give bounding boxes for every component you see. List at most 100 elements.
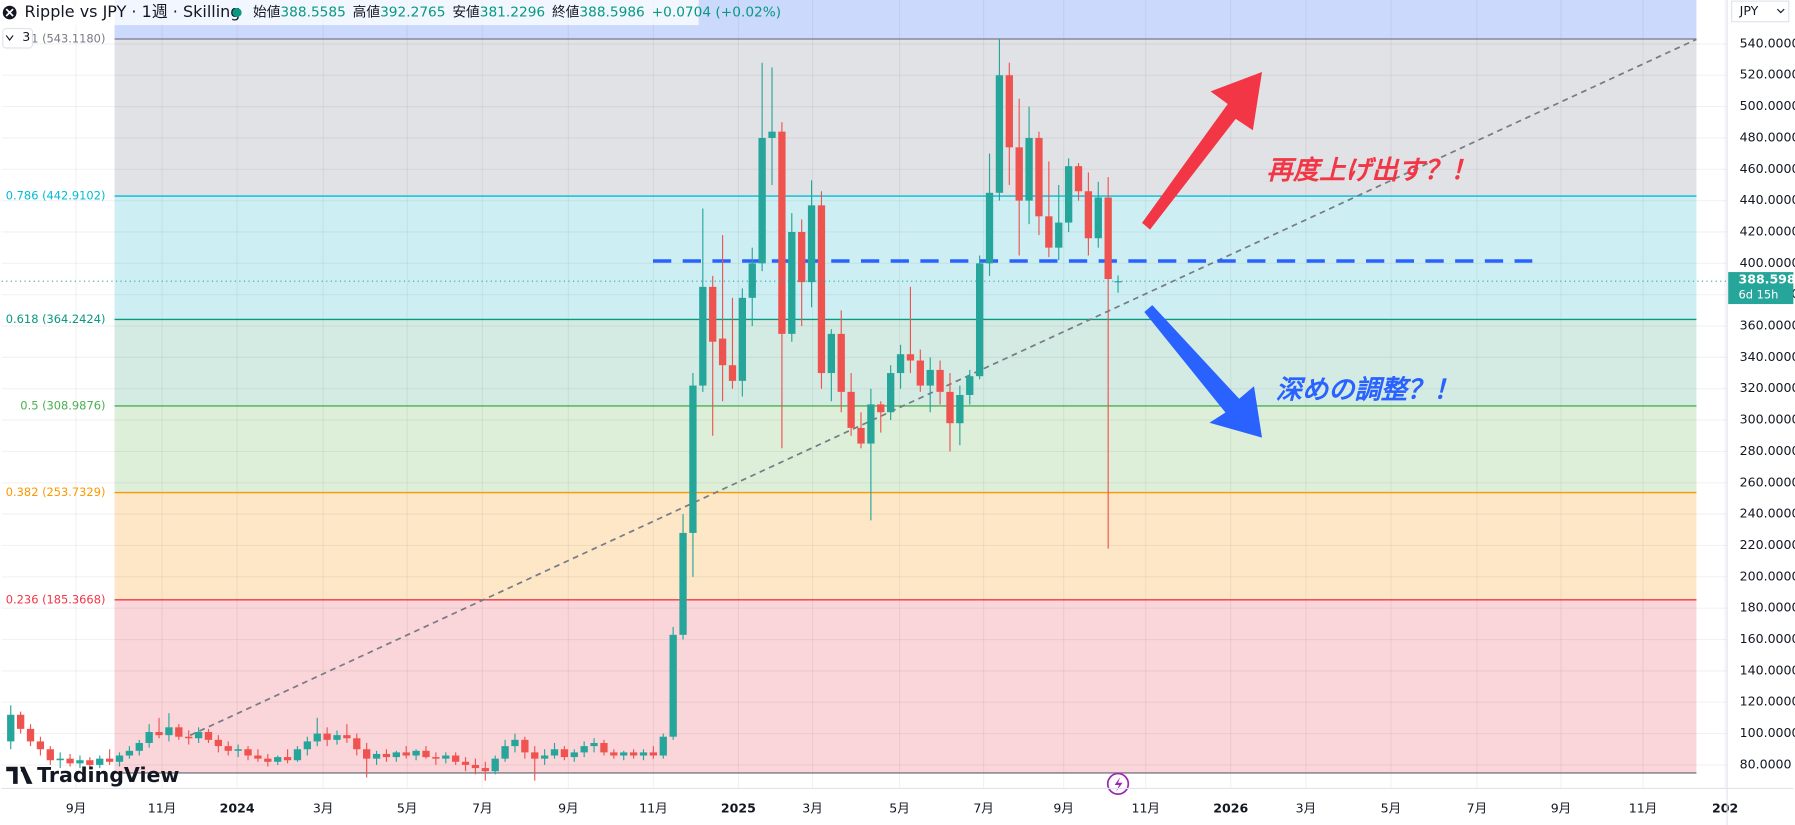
x-tick-label: 7月	[472, 801, 493, 816]
x-tick-label: 5月	[889, 801, 910, 816]
candle-body	[620, 752, 628, 756]
candle-body	[461, 761, 470, 765]
candle-body	[1005, 75, 1013, 148]
candle-body	[728, 365, 737, 381]
candle-body	[748, 263, 756, 298]
candle-body	[1104, 197, 1112, 280]
fib-band	[114, 492, 1697, 600]
candle-body	[887, 373, 895, 413]
y-tick-label: 280.0000	[1740, 443, 1795, 458]
up-arrow	[1142, 71, 1263, 230]
candle-body	[363, 749, 371, 759]
candle-body	[1015, 147, 1023, 201]
candle-body	[827, 333, 835, 374]
fib-label: 0.236 (185.3668)	[6, 592, 106, 606]
fib-label: 0.786 (442.9102)	[6, 189, 106, 203]
candle-body	[956, 395, 964, 424]
candle-body	[778, 131, 786, 334]
candle-body	[313, 733, 321, 742]
countdown: 6d 15h	[1738, 287, 1778, 301]
y-tick-label: 300.0000	[1740, 412, 1795, 427]
fib-band	[114, 39, 1697, 197]
y-tick-label: 480.0000	[1740, 129, 1795, 144]
candle-body	[807, 205, 816, 283]
candle-body	[699, 286, 707, 386]
candle-body	[412, 750, 420, 756]
fib-band	[114, 405, 1697, 493]
candle-body	[669, 634, 677, 737]
candle-body	[798, 231, 806, 283]
candle-body	[857, 427, 865, 444]
candle-body	[540, 755, 549, 759]
candle-body	[649, 752, 658, 756]
x-tick-label: 11月	[639, 801, 668, 816]
plot-area: 1 (543.1180) 0.786 (442.9102) 0.618 (364.2…	[1, 0, 1728, 789]
candle-body	[422, 750, 430, 758]
chevron	[1776, 8, 1785, 14]
candle-body	[600, 742, 608, 753]
y-tick-label: 160.0000	[1740, 631, 1795, 646]
candle-body	[372, 753, 381, 759]
y-tick-label: 500.0000	[1740, 98, 1795, 113]
symbol[interactable]: Ripple vs JPY · 1週 · Skilling	[25, 2, 241, 21]
candle-body	[442, 755, 450, 759]
candle-body	[26, 728, 35, 742]
x-tick-label: 2024	[220, 801, 255, 816]
x-tick-label: 2026	[1213, 801, 1248, 816]
candle-body	[639, 752, 648, 756]
x-tick-label: 202	[1712, 801, 1738, 816]
candle-body	[333, 735, 341, 740]
status-dot	[232, 7, 242, 18]
candle-body	[155, 732, 163, 736]
y-tick-label: 80.0000	[1740, 756, 1792, 771]
candle-body	[570, 752, 578, 758]
candle-body	[995, 75, 1004, 193]
ohlc-value: 381.2296	[480, 5, 545, 21]
candle-body	[293, 749, 302, 761]
x-tick-label: 9月	[558, 801, 579, 816]
header-bg	[1, 0, 699, 26]
annotation: 再度上げ出す？！	[1267, 156, 1477, 186]
x-tick-label: 5月	[397, 801, 418, 816]
layer-toggle[interactable]	[2, 27, 34, 49]
y-tick-label: 460.0000	[1740, 161, 1795, 176]
y-tick-label: 240.0000	[1740, 506, 1795, 521]
ohlc-value: 388.5986	[579, 5, 644, 21]
candle-body	[966, 376, 974, 396]
candle-body	[1025, 137, 1033, 201]
symbol-icon-x	[5, 8, 14, 17]
candle-body	[283, 757, 292, 761]
candle-body	[1055, 222, 1063, 248]
candle-body	[244, 749, 252, 756]
candle-body	[451, 755, 460, 762]
candle-body	[402, 752, 410, 756]
fib-band	[114, 196, 1697, 320]
candle-body	[867, 404, 875, 444]
y-tick-label: 400.0000	[1740, 255, 1795, 270]
y-tick-label: 320.0000	[1740, 380, 1795, 395]
logo-mark	[6, 766, 33, 784]
candle-body	[768, 131, 776, 138]
x-tick-label: 11月	[1131, 801, 1160, 816]
candle-body	[471, 764, 480, 769]
ohlc-value: 392.2765	[380, 5, 445, 21]
candle-body	[709, 286, 717, 342]
overlay: 再度上げ出す？！ 深めの調整？！ TradingView	[6, 71, 1477, 796]
price-label: 388.5986	[1738, 272, 1795, 287]
y-tick-label: 220.0000	[1740, 537, 1795, 552]
y-tick-label: 340.0000	[1740, 349, 1795, 364]
currency-box[interactable]	[1731, 0, 1790, 23]
candle-body	[36, 741, 45, 750]
y-tick-label: 140.0000	[1740, 662, 1795, 677]
x-tick-label: 3月	[313, 801, 334, 816]
candle-body	[689, 385, 697, 533]
y-tick-label: 520.0000	[1740, 67, 1795, 82]
candle-body	[1064, 166, 1073, 223]
candle-body	[382, 753, 391, 758]
candle-body	[1084, 191, 1093, 239]
candle-body	[629, 752, 638, 756]
candle-body	[303, 741, 312, 750]
fib-label: 1 (543.1180)	[31, 32, 105, 46]
candle-body	[125, 750, 134, 756]
candle-body	[264, 758, 272, 762]
